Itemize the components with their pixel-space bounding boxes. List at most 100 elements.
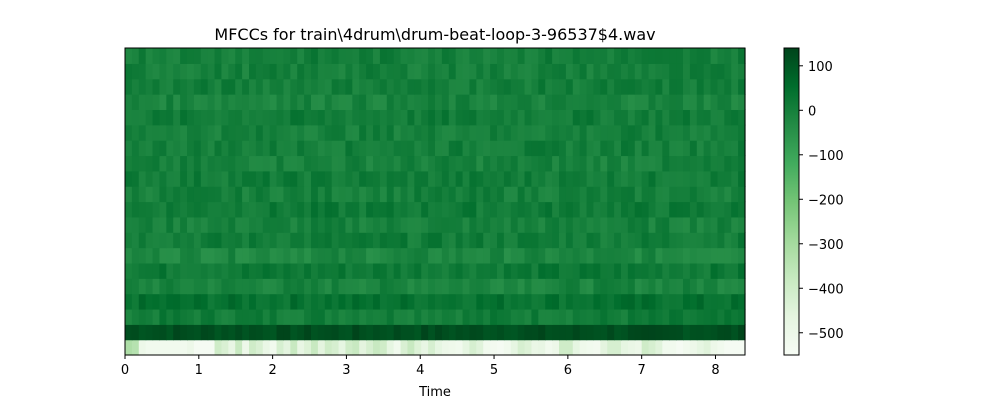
heatmap-cell: [552, 48, 560, 64]
heatmap-cell: [586, 262, 595, 279]
heatmap-cell: [311, 124, 319, 141]
heatmap-cell: [676, 140, 684, 157]
heatmap-cell: [462, 247, 471, 264]
heatmap-cell: [627, 48, 636, 64]
heatmap-cell: [228, 201, 236, 218]
heatmap-cell: [359, 308, 367, 325]
heatmap-cell: [262, 63, 271, 80]
heatmap-cell: [531, 247, 539, 264]
heatmap-cell: [324, 278, 333, 295]
heatmap-cell: [324, 78, 333, 95]
heatmap-cell: [187, 48, 195, 64]
heatmap-cell: [559, 201, 567, 218]
heatmap-cell: [593, 324, 601, 341]
heatmap-cell: [290, 186, 298, 203]
heatmap-cell: [710, 186, 719, 203]
heatmap-cell: [221, 48, 229, 64]
heatmap-cell: [565, 278, 574, 295]
heatmap-cell: [421, 278, 429, 295]
heatmap-cell: [317, 170, 326, 187]
heatmap-cell: [352, 155, 360, 172]
heatmap-cell: [228, 124, 236, 141]
heatmap-cell: [683, 216, 691, 233]
heatmap-cell: [538, 324, 546, 341]
heatmap-cell: [221, 324, 229, 341]
heatmap-cell: [311, 247, 319, 264]
heatmap-cell: [180, 262, 188, 279]
heatmap-cell: [338, 339, 347, 356]
heatmap-cell: [455, 170, 464, 187]
heatmap-cell: [173, 63, 181, 80]
heatmap-cell: [634, 339, 643, 356]
heatmap-cell: [152, 109, 161, 126]
heatmap-cell: [324, 324, 333, 341]
heatmap-cell: [703, 216, 712, 233]
heatmap-cell: [538, 186, 546, 203]
heatmap-cell: [689, 48, 698, 64]
heatmap-cell: [173, 216, 181, 233]
heatmap-cell: [214, 201, 223, 218]
heatmap-cell: [559, 247, 567, 264]
heatmap-cell: [490, 140, 498, 157]
heatmap-cell: [627, 78, 636, 95]
heatmap-cell: [125, 232, 133, 249]
heatmap-cell: [324, 109, 333, 126]
heatmap-cell: [662, 232, 670, 249]
heatmap-cell: [400, 48, 409, 64]
heatmap-cell: [125, 109, 133, 126]
heatmap-cell: [338, 124, 347, 141]
heatmap-cell: [641, 232, 650, 249]
heatmap-cell: [345, 124, 353, 141]
heatmap-cell: [559, 324, 567, 341]
heatmap-cell: [276, 262, 285, 279]
heatmap-cell: [214, 216, 223, 233]
heatmap-cell: [414, 232, 422, 249]
heatmap-cell: [138, 216, 147, 233]
heatmap-cell: [373, 278, 381, 295]
heatmap-cell: [579, 78, 588, 95]
heatmap-cell: [228, 247, 236, 264]
heatmap-cell: [503, 216, 512, 233]
heatmap-cell: [538, 94, 546, 110]
heatmap-cell: [379, 324, 388, 341]
heatmap-cell: [297, 63, 305, 80]
heatmap-cell: [428, 78, 436, 95]
heatmap-cell: [207, 78, 216, 95]
heatmap-cell: [497, 216, 505, 233]
heatmap-cell: [552, 339, 560, 356]
heatmap-cell: [703, 308, 712, 325]
heatmap-cell: [290, 278, 298, 295]
heatmap-cell: [235, 324, 243, 341]
heatmap-cell: [455, 216, 464, 233]
heatmap-cell: [676, 78, 684, 95]
heatmap-cell: [510, 78, 519, 95]
heatmap-cell: [269, 186, 278, 203]
heatmap-cell: [421, 247, 429, 264]
heatmap-cell: [552, 278, 560, 295]
heatmap-cell: [696, 262, 705, 279]
heatmap-cell: [469, 247, 477, 264]
heatmap-cell: [552, 247, 560, 264]
heatmap-cell: [738, 201, 746, 218]
heatmap-cell: [572, 63, 581, 80]
heatmap-cell: [235, 293, 243, 310]
heatmap-cell: [586, 140, 595, 157]
heatmap-cell: [462, 170, 471, 187]
heatmap-cell: [572, 278, 581, 295]
heatmap-cell: [510, 109, 519, 126]
heatmap-cell: [214, 155, 223, 172]
heatmap-cell: [662, 339, 670, 356]
heatmap-cell: [731, 78, 739, 95]
heatmap-cell: [531, 293, 539, 310]
heatmap-cell: [586, 324, 595, 341]
heatmap-cell: [572, 339, 581, 356]
heatmap-cell: [235, 94, 243, 110]
heatmap-cell: [262, 308, 271, 325]
heatmap-cell: [524, 339, 533, 356]
heatmap-cell: [304, 94, 312, 110]
heatmap-cell: [317, 247, 326, 264]
heatmap-cell: [462, 201, 471, 218]
heatmap-cell: [545, 170, 553, 187]
heatmap-cell: [338, 293, 347, 310]
